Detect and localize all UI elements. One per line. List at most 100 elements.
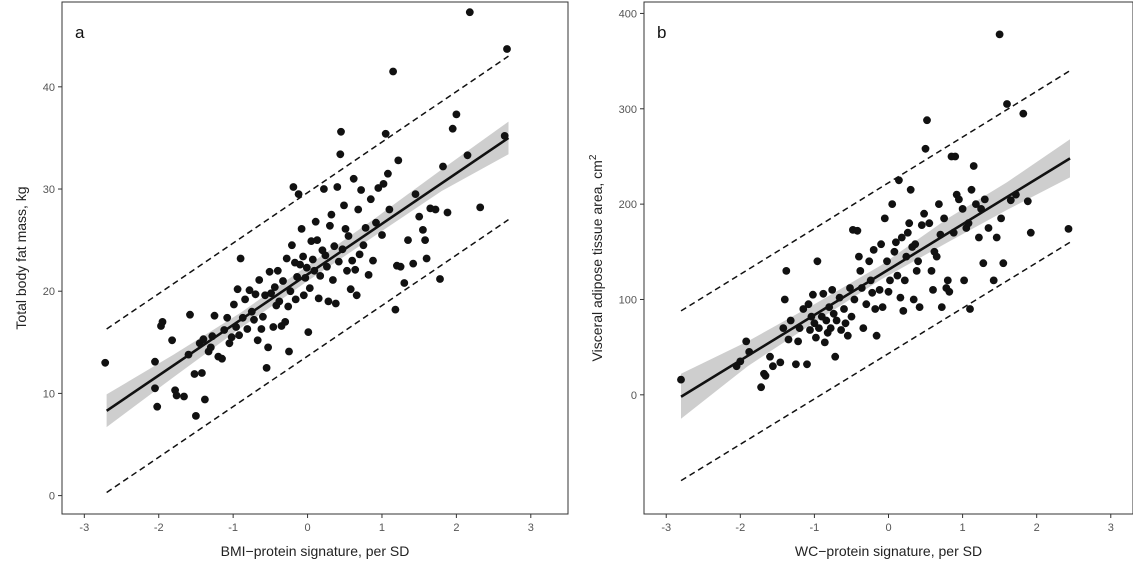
data-point	[327, 210, 336, 219]
data-point	[677, 375, 685, 384]
data-point	[218, 354, 226, 363]
data-point	[883, 257, 891, 266]
data-point	[311, 217, 320, 226]
data-point	[270, 283, 279, 291]
data-point	[269, 323, 278, 331]
data-point	[314, 294, 323, 303]
data-point	[945, 287, 954, 296]
data-point	[326, 221, 334, 230]
data-point	[296, 260, 304, 269]
data-point	[348, 256, 357, 265]
data-point	[935, 200, 943, 209]
data-point	[302, 263, 311, 272]
data-point	[837, 326, 845, 334]
data-point	[940, 214, 948, 223]
data-point	[257, 325, 266, 333]
data-point	[443, 208, 452, 217]
data-point	[355, 250, 364, 259]
data-point	[245, 286, 254, 295]
data-point	[780, 295, 789, 304]
data-point	[463, 151, 472, 160]
data-point	[251, 290, 260, 299]
data-point	[503, 45, 511, 53]
data-point	[1006, 196, 1015, 205]
data-point	[294, 190, 303, 199]
data-point	[243, 325, 252, 333]
data-point	[819, 289, 828, 298]
data-point	[1003, 100, 1011, 108]
plot-content	[677, 30, 1073, 482]
y-tick-label: 400	[619, 8, 637, 20]
y-tick-label: 0	[49, 491, 55, 503]
data-point	[804, 300, 813, 309]
data-point	[929, 286, 937, 294]
data-point	[906, 185, 915, 194]
data-point	[262, 364, 271, 372]
data-point	[337, 127, 345, 136]
data-point	[236, 254, 245, 263]
data-point	[890, 247, 899, 256]
data-point	[943, 276, 952, 285]
data-point	[862, 300, 871, 309]
data-point	[210, 311, 219, 320]
data-point	[291, 295, 300, 304]
data-point	[192, 412, 200, 420]
data-point	[897, 233, 906, 242]
data-point	[153, 402, 162, 411]
data-point	[419, 226, 427, 234]
data-point	[955, 195, 963, 204]
data-point	[422, 254, 431, 263]
data-point	[872, 331, 881, 340]
y-tick-label: 100	[619, 294, 637, 306]
y-tick-label: 20	[43, 286, 55, 298]
y-tick-label: 300	[619, 104, 637, 116]
data-point	[782, 267, 791, 275]
data-point	[284, 302, 293, 311]
data-point	[951, 152, 960, 161]
data-point	[357, 186, 365, 194]
data-point	[975, 233, 983, 242]
data-point	[784, 335, 793, 344]
data-point	[320, 185, 328, 193]
panel-label: a	[75, 23, 85, 42]
data-point	[903, 228, 912, 237]
data-point	[843, 331, 852, 340]
data-point	[436, 275, 444, 283]
data-point	[172, 391, 181, 400]
x-axis-label: BMI−protein signature, per SD	[221, 543, 410, 559]
data-point	[379, 180, 388, 188]
data-point	[855, 252, 863, 261]
data-point	[354, 205, 363, 214]
data-point	[330, 242, 339, 251]
data-point	[958, 205, 967, 213]
data-point	[812, 333, 820, 342]
data-point	[920, 209, 928, 218]
x-tick-label: 2	[1034, 522, 1040, 534]
data-point	[372, 218, 380, 227]
data-point	[923, 116, 931, 125]
data-point	[340, 201, 348, 210]
prediction-interval-lower	[106, 219, 509, 494]
data-point	[190, 370, 199, 378]
panel-b: -3 -2 -1 0 1 2 3 0 100 200 300 400 b WC−protein signa…	[588, 1, 1133, 559]
data-point	[333, 183, 342, 191]
data-point	[346, 285, 355, 294]
data-point	[384, 169, 392, 178]
data-point	[779, 324, 788, 332]
data-point	[828, 286, 837, 294]
regression-line	[680, 157, 1071, 398]
data-point	[421, 236, 429, 245]
data-point	[878, 303, 887, 311]
data-point	[980, 195, 989, 204]
y-axis-label: Total body fat mass, kg	[13, 186, 29, 329]
data-point	[378, 231, 386, 239]
plot-content	[101, 8, 511, 494]
data-point	[813, 257, 822, 266]
data-point	[206, 343, 215, 352]
data-point	[404, 236, 412, 245]
data-point	[909, 295, 918, 304]
data-point	[1064, 225, 1073, 233]
data-point	[799, 305, 808, 313]
data-point	[927, 267, 936, 275]
data-point	[186, 310, 194, 319]
